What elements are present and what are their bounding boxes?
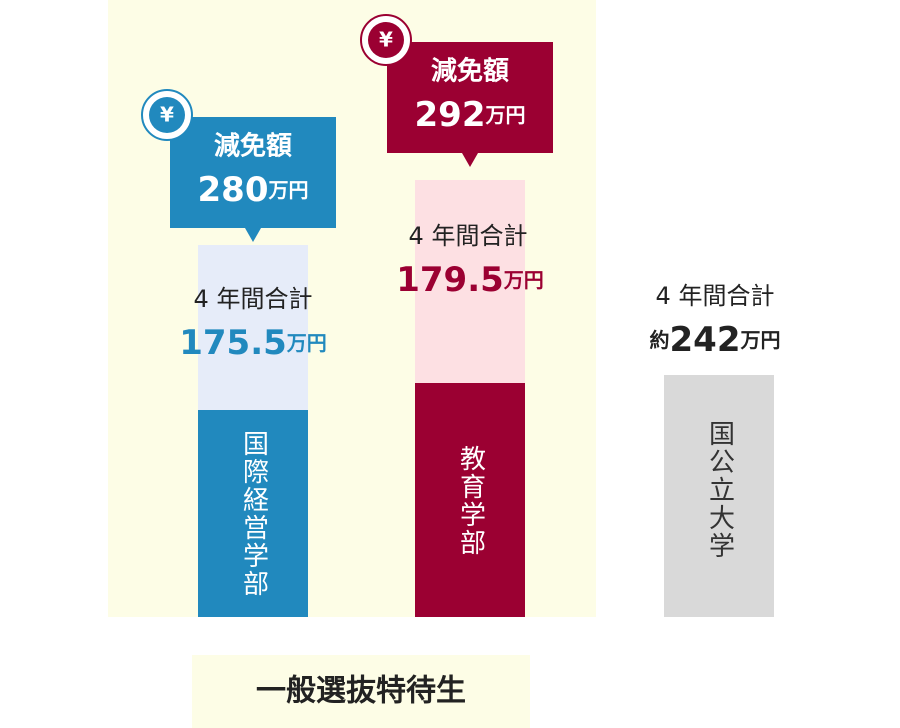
badge-symbol: ¥ [160, 103, 174, 127]
reduction-callout [387, 42, 553, 167]
bar [415, 383, 525, 617]
column-name: 教育学部 [456, 445, 486, 557]
bar [664, 375, 774, 617]
reduction-label: 減免額 [214, 131, 292, 162]
column-name: 国公立大学 [705, 420, 735, 560]
column-name: 国際経営学部 [239, 430, 269, 598]
group-label-box [192, 655, 530, 728]
total-bar-light [415, 180, 525, 383]
reduction-callout [170, 117, 336, 242]
total-value: 175.5万円 [179, 323, 327, 363]
reduction-value: 292万円 [415, 95, 526, 135]
total-bar-light [198, 245, 308, 410]
badge [368, 22, 404, 58]
total-value: 179.5万円 [396, 260, 544, 300]
bar [198, 410, 308, 617]
total-label: 4 年間合計 [656, 282, 775, 310]
reduction-value: 280万円 [198, 170, 309, 210]
group-label: 一般選抜特待生 [256, 674, 466, 709]
badge [149, 97, 185, 133]
badge-symbol: ¥ [379, 28, 393, 52]
reduction-label: 減免額 [431, 56, 509, 87]
total-label: 4 年間合計 [409, 222, 528, 250]
total-label: 4 年間合計 [194, 285, 313, 313]
total-value: 約242万円 [650, 320, 781, 360]
